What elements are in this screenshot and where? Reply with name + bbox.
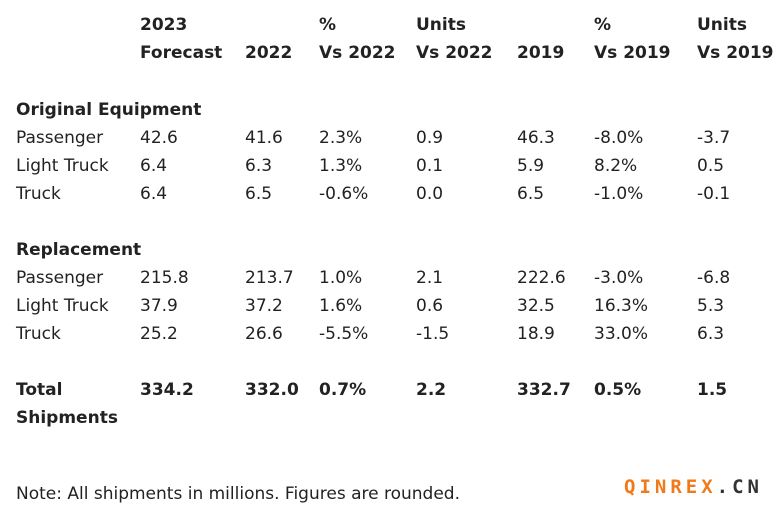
row-label: Passenger bbox=[16, 268, 104, 288]
cell-value: -5.5% bbox=[319, 324, 369, 344]
section-title: Replacement bbox=[16, 240, 142, 260]
cell-value: 41.6 bbox=[245, 128, 283, 148]
row-label: Truck bbox=[16, 184, 61, 204]
cell-value: 37.2 bbox=[245, 296, 283, 316]
cell-value: 0.0 bbox=[416, 184, 444, 204]
total-value: 0.5% bbox=[594, 380, 642, 400]
column-header: Vs 2022 bbox=[416, 43, 493, 63]
total-value: 0.7% bbox=[319, 380, 367, 400]
column-header: Forecast bbox=[140, 43, 223, 63]
column-header: % bbox=[594, 15, 612, 35]
cell-value: 5.9 bbox=[517, 156, 545, 176]
total-value: 1.5 bbox=[697, 380, 728, 400]
cell-value: 0.5 bbox=[697, 156, 725, 176]
section-title: Original Equipment bbox=[16, 100, 202, 120]
watermark-suffix: .CN bbox=[716, 476, 763, 498]
cell-value: 33.0% bbox=[594, 324, 649, 344]
cell-value: 213.7 bbox=[245, 268, 294, 288]
cell-value: 6.3 bbox=[697, 324, 725, 344]
cell-value: -3.7 bbox=[697, 128, 731, 148]
watermark: QINREX.CN bbox=[624, 476, 763, 498]
cell-value: -0.1 bbox=[697, 184, 731, 204]
cell-value: -3.0% bbox=[594, 268, 644, 288]
row-label: Passenger bbox=[16, 128, 104, 148]
cell-value: 0.1 bbox=[416, 156, 444, 176]
cell-value: 6.4 bbox=[140, 156, 168, 176]
cell-value: -0.6% bbox=[319, 184, 369, 204]
cell-value: -6.8 bbox=[697, 268, 731, 288]
cell-value: 42.6 bbox=[140, 128, 178, 148]
cell-value: 6.5 bbox=[517, 184, 545, 204]
cell-value: 6.4 bbox=[140, 184, 168, 204]
column-header: Vs 2019 bbox=[697, 43, 774, 63]
cell-value: 222.6 bbox=[517, 268, 566, 288]
column-header: Vs 2022 bbox=[319, 43, 396, 63]
cell-value: -1.5 bbox=[416, 324, 450, 344]
cell-value: 26.6 bbox=[245, 324, 283, 344]
total-value: 332.0 bbox=[245, 380, 299, 400]
cell-value: 8.2% bbox=[594, 156, 638, 176]
cell-value: 25.2 bbox=[140, 324, 178, 344]
cell-value: 1.3% bbox=[319, 156, 363, 176]
total-value: 334.2 bbox=[140, 380, 194, 400]
column-header: Vs 2019 bbox=[594, 43, 671, 63]
total-value: 2.2 bbox=[416, 380, 447, 400]
column-header: Units bbox=[697, 15, 747, 35]
cell-value: 6.3 bbox=[245, 156, 273, 176]
column-header: 2019 bbox=[517, 43, 565, 63]
cell-value: 16.3% bbox=[594, 296, 649, 316]
cell-value: 46.3 bbox=[517, 128, 555, 148]
row-label: Truck bbox=[16, 324, 61, 344]
row-label: Light Truck bbox=[16, 156, 109, 176]
cell-value: 5.3 bbox=[697, 296, 725, 316]
cell-value: 2.1 bbox=[416, 268, 444, 288]
column-header: 2023 bbox=[140, 15, 188, 35]
total-label: Total Shipments bbox=[16, 380, 118, 428]
cell-value: 32.5 bbox=[517, 296, 555, 316]
cell-value: 2.3% bbox=[319, 128, 363, 148]
note: Note: All shipments in millions. Figures… bbox=[16, 484, 460, 504]
cell-value: 1.0% bbox=[319, 268, 363, 288]
cell-value: -1.0% bbox=[594, 184, 644, 204]
cell-value: 0.9 bbox=[416, 128, 444, 148]
cell-value: 0.6 bbox=[416, 296, 444, 316]
watermark-brand: QINREX bbox=[624, 476, 717, 498]
cell-value: 37.9 bbox=[140, 296, 178, 316]
cell-value: 215.8 bbox=[140, 268, 189, 288]
cell-value: 1.6% bbox=[319, 296, 363, 316]
cell-value: -8.0% bbox=[594, 128, 644, 148]
cell-value: 6.5 bbox=[245, 184, 273, 204]
total-value: 332.7 bbox=[517, 380, 571, 400]
cell-value: 18.9 bbox=[517, 324, 555, 344]
row-label: Light Truck bbox=[16, 296, 109, 316]
column-header: Units bbox=[416, 15, 466, 35]
column-header: % bbox=[319, 15, 337, 35]
column-header: 2022 bbox=[245, 43, 293, 63]
